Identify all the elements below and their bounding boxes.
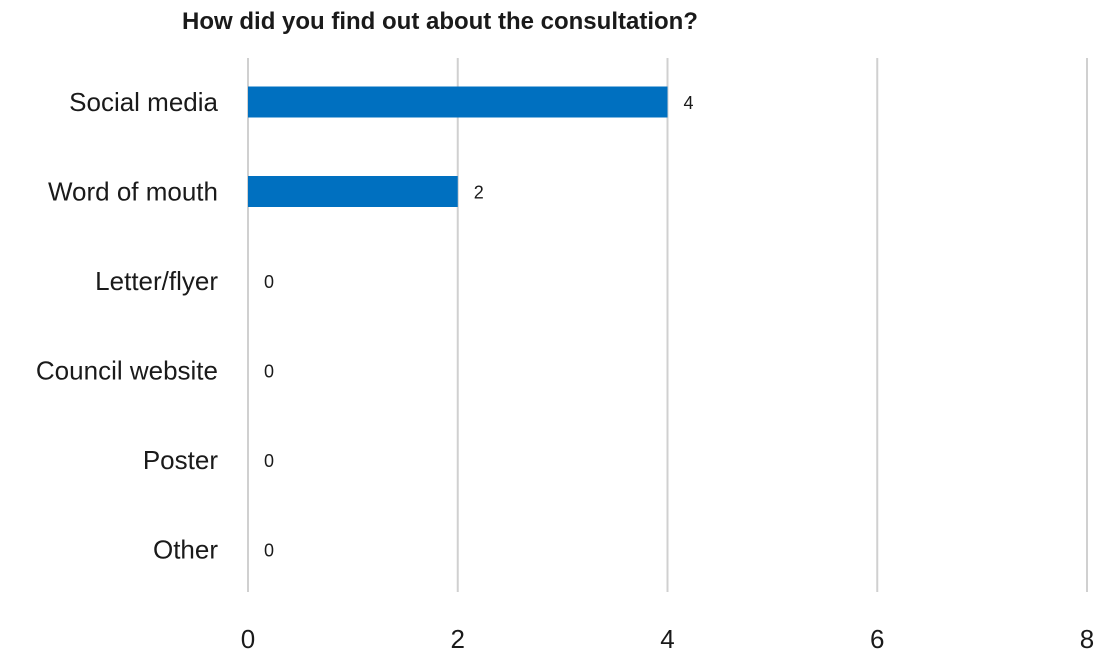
category-label: Other: [153, 535, 218, 565]
x-tick-label: 0: [241, 624, 255, 649]
category-label: Word of mouth: [48, 177, 218, 207]
bar: [248, 86, 668, 118]
data-label: 0: [264, 451, 274, 471]
data-label: 0: [264, 272, 274, 292]
category-label: Letter/flyer: [95, 266, 218, 296]
x-tick-label: 8: [1080, 624, 1094, 649]
x-tick-label: 2: [451, 624, 465, 649]
data-label: 4: [684, 93, 694, 113]
x-tick-label: 4: [660, 624, 674, 649]
category-label: Social media: [69, 87, 218, 117]
data-label: 0: [264, 541, 274, 561]
category-label: Council website: [36, 356, 218, 386]
chart-title: How did you find out about the consultat…: [182, 8, 698, 35]
bar: [248, 176, 458, 207]
x-tick-label: 6: [870, 624, 884, 649]
data-label: 2: [474, 183, 484, 203]
data-label: 0: [264, 362, 274, 382]
category-label: Poster: [143, 445, 218, 475]
